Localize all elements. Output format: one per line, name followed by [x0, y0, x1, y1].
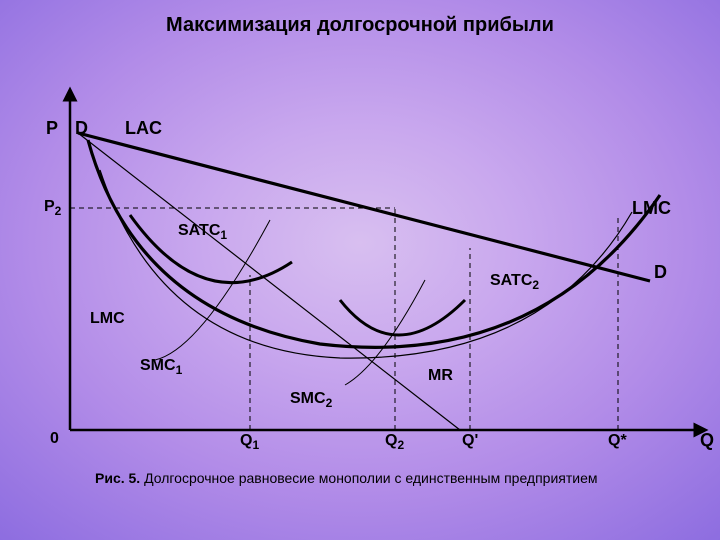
- x-tick-q1: Q1: [240, 432, 259, 452]
- curve-label-d-end: D: [654, 262, 667, 283]
- curve-label-satc2: SATC2: [490, 272, 539, 292]
- axis-label-0: 0: [50, 430, 59, 448]
- curve-label-lmc: LMC: [632, 198, 671, 219]
- curve-label-mr: MR: [428, 367, 453, 385]
- figure-caption: Рис. 5. Долгосрочное равновесие монополи…: [95, 470, 598, 486]
- x-tick-qp: Q': [462, 432, 478, 450]
- x-tick-qstar: Q*: [608, 432, 627, 450]
- x-tick-q2: Q2: [385, 432, 404, 452]
- slide: Максимизация долгосрочной прибыли P Q 0 …: [0, 0, 720, 540]
- curve-label-d-start: D: [75, 118, 88, 139]
- curve-label-smc2: SMC2: [290, 390, 332, 410]
- curve-label-lac: LAC: [125, 118, 162, 139]
- curve-label-lmc2: LMC: [90, 310, 125, 328]
- y-tick-p2: P2: [44, 198, 61, 218]
- chart-svg: [0, 0, 720, 540]
- axis-label-p: P: [46, 118, 58, 139]
- curve-label-satc1: SATC1: [178, 222, 227, 242]
- axis-label-q: Q: [700, 430, 714, 451]
- curve-label-smc1: SMC1: [140, 357, 182, 377]
